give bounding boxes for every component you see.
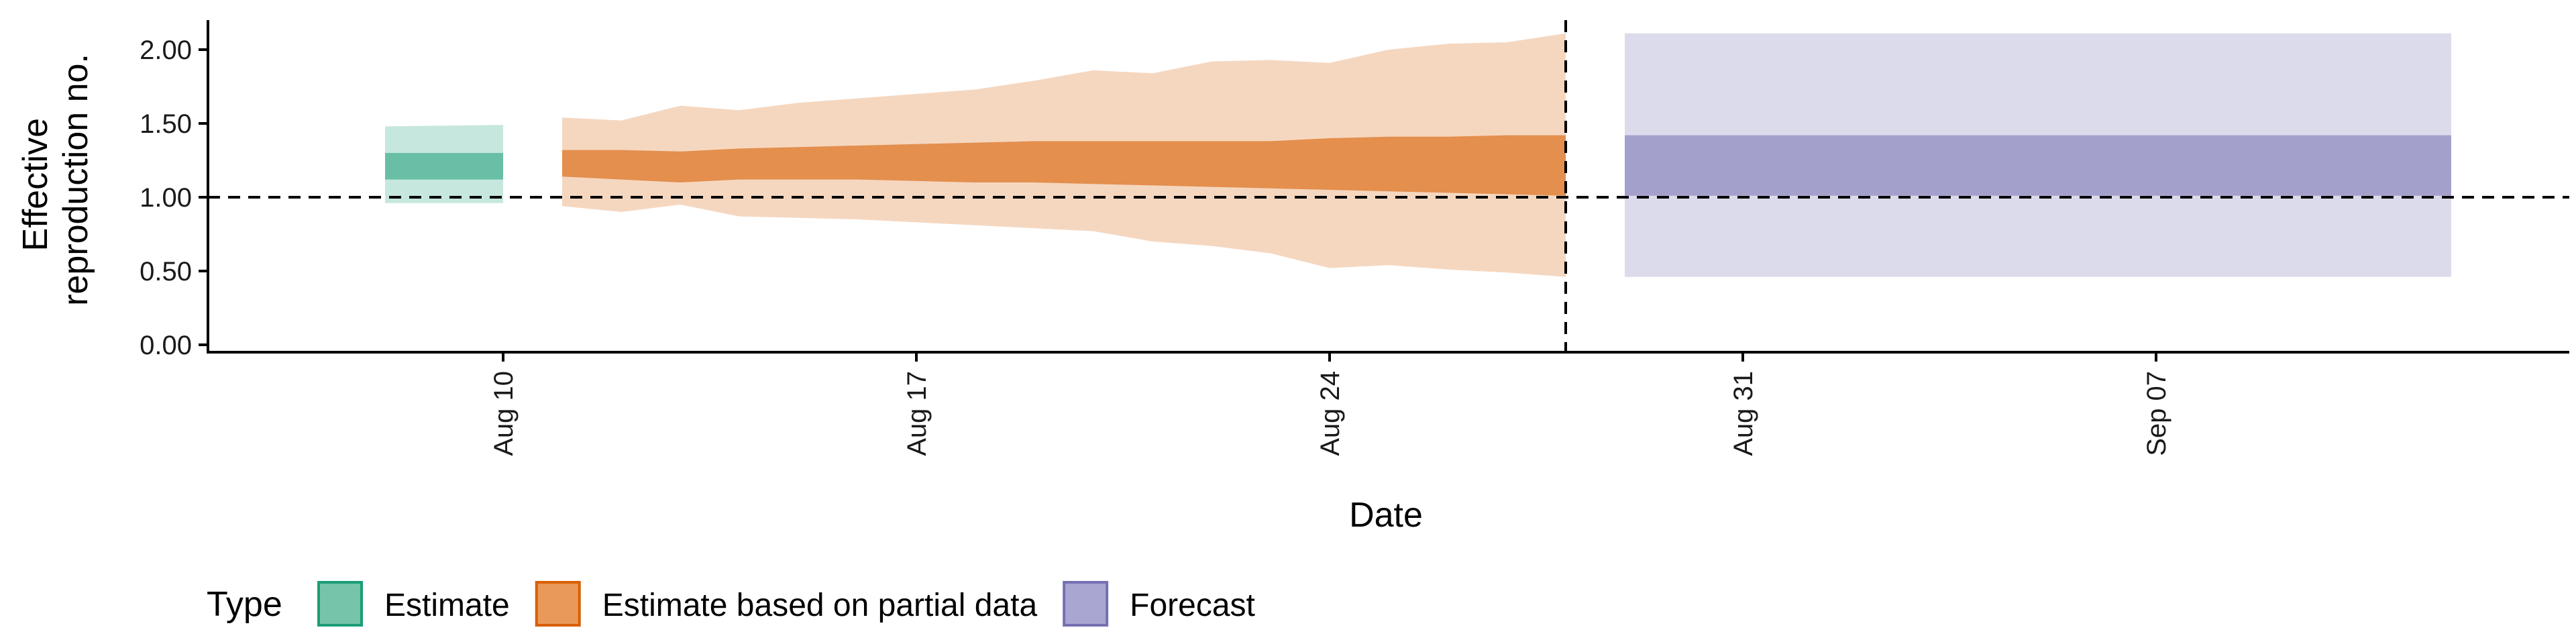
y-tick-label: 0.50: [140, 257, 192, 286]
ribbon-inner-series-1: [385, 153, 503, 180]
legend-item-label: Estimate: [384, 588, 510, 623]
legend-item-label: Forecast: [1130, 588, 1255, 623]
y-tick-label: 1.50: [140, 109, 192, 139]
y-tick-label: 0.00: [140, 331, 192, 360]
ribbon-inner-series-3: [1625, 135, 2451, 196]
x-axis-title: Date: [1349, 496, 1423, 535]
legend-item-label: Estimate based on partial data: [602, 588, 1038, 623]
y-axis: 0.00 0.50 1.00 1.50 2.00: [140, 20, 209, 360]
legend-key: [317, 581, 363, 627]
legend-key: [535, 581, 581, 627]
x-tick-label: Aug 24: [1316, 371, 1345, 456]
y-axis-title-line-2: reproduction no.: [56, 54, 95, 306]
legend-title: Type: [207, 585, 282, 624]
legend-key: [1063, 581, 1109, 627]
y-axis-title-line-1: Effective: [16, 118, 55, 251]
ribbon-inner-series-2: [562, 135, 1566, 196]
y-tick-label: 1.00: [140, 183, 192, 213]
ribbons: [385, 33, 2451, 277]
legend: Type Estimate Estimate based on partial d…: [207, 581, 1255, 627]
x-axis: Aug 10 Aug 17 Aug 24 Aug 31 Sep 07: [207, 351, 2569, 456]
x-tick-label: Aug 31: [1729, 371, 1758, 456]
y-tick-label: 2.00: [140, 36, 192, 65]
x-tick-label: Sep 07: [2142, 371, 2171, 456]
plot-area: [208, 20, 2569, 352]
x-tick-label: Aug 10: [489, 371, 519, 456]
y-axis-title: Effective reproduction no.: [16, 54, 95, 306]
x-tick-label: Aug 17: [902, 371, 932, 456]
